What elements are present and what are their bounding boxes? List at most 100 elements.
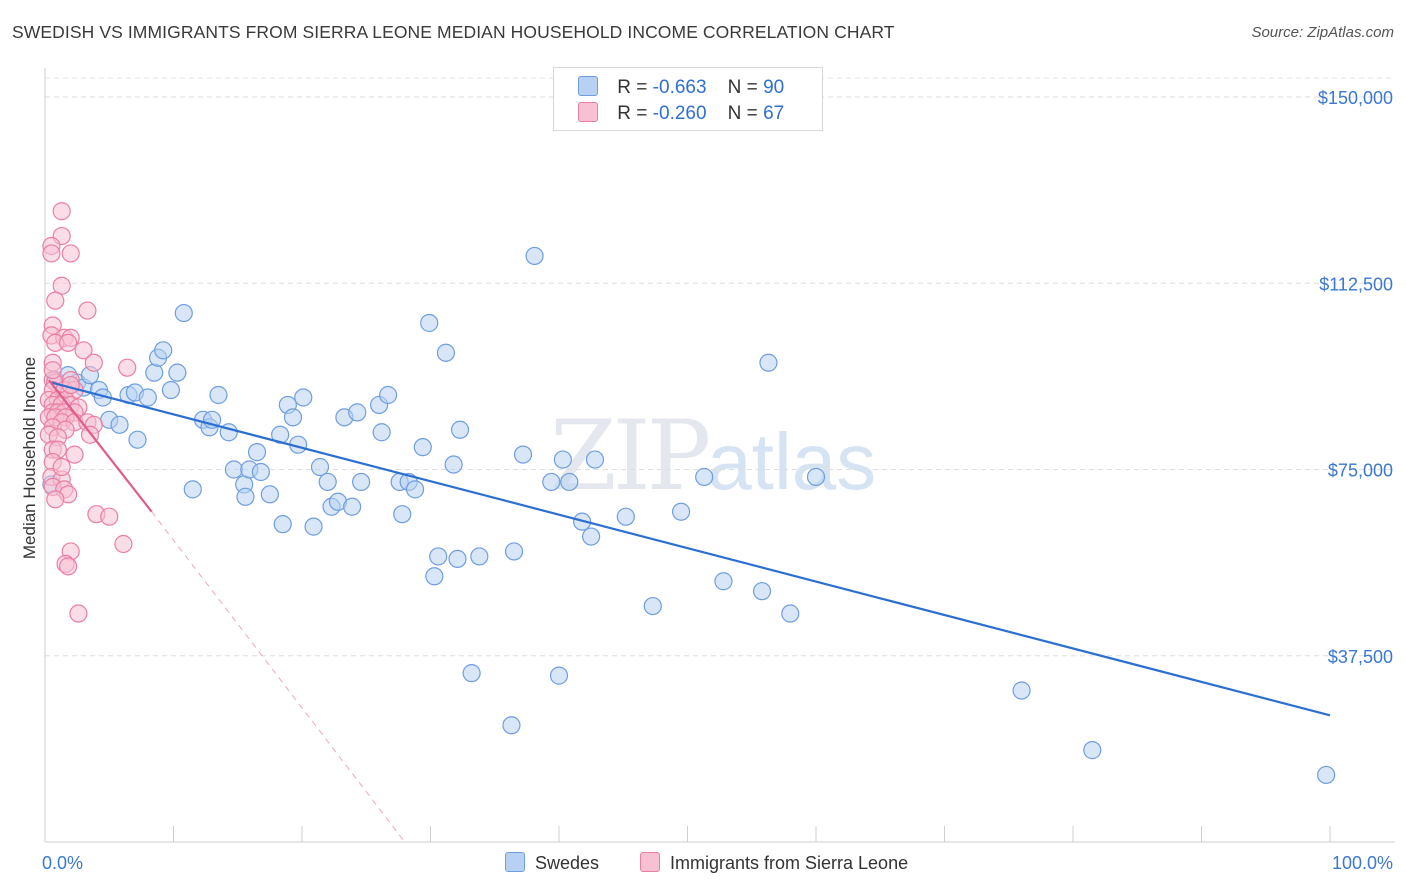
swedes-point [714,572,733,591]
swedes-point [582,527,601,546]
bottom-sierra-swatch [640,852,660,872]
swedes-point [1083,741,1102,760]
swedes-point [1012,681,1031,700]
sierra-point [46,291,65,310]
stats-legend: R = -0.663 N = 90 R = -0.260 N = 67 [553,67,823,131]
sierra-point [114,534,133,554]
swedes-point [348,403,367,422]
swedes-point [405,480,425,499]
sierra-n-value: 67 [763,103,785,124]
swedes-point [444,455,463,474]
sierra-point [52,457,71,477]
swedes-point [585,450,605,469]
swedes-swatch [578,76,598,96]
swedes-point [806,467,826,487]
y-tick-label: $75,000 [1328,461,1393,481]
sierra-point [52,202,71,221]
legend-row-swedes: R = -0.663 N = 90 [578,76,784,100]
sierra-point [65,445,84,464]
bottom-legend-swedes: Swedes [505,852,599,874]
swedes-n-value: 90 [763,77,785,98]
sierra-point [118,358,137,377]
swedes-point [352,472,371,492]
swedes-point [1317,765,1336,785]
sierra-trend-line [47,379,153,513]
swedes-point [429,547,448,566]
swedes-trend-line [51,381,1331,717]
bottom-legend-sierra: Immigrants from Sierra Leone [640,852,908,874]
swedes-point [378,385,398,405]
swedes-point [174,303,193,323]
swedes-point [224,460,243,479]
swedes-point [525,246,544,266]
swedes-point [549,666,569,685]
swedes-point [781,604,800,623]
sierra-trend-extension [151,511,406,843]
swedes-point [671,502,691,521]
swedes-point [110,415,129,434]
swedes-point [513,445,533,464]
watermark-atlas: atlas [707,417,877,506]
swedes-point [343,497,362,516]
y-tick-label: $150,000 [1318,88,1393,108]
swedes-point [145,363,164,382]
swedes-point [372,423,391,442]
x-tick-label-min: 0.0% [42,853,83,873]
swedes-n-label: N = [727,77,758,98]
sierra-point [59,557,78,576]
swedes-point [616,507,635,526]
sierra-point [69,604,88,623]
swedes-point [310,457,330,477]
sierra-point [59,333,78,352]
chart-title: SWEDISH VS IMMIGRANTS FROM SIERRA LEONE … [12,22,895,42]
swedes-r-label: R = [617,77,648,98]
legend-row-sierra: R = -0.260 N = 67 [578,102,784,126]
y-tick-label: $112,500 [1319,274,1393,294]
swedes-point [420,313,439,333]
sierra-point [100,507,119,526]
swedes-point [759,353,778,372]
watermark-zip: ZIP [550,400,711,512]
swedes-point [462,664,481,683]
swedes-point [553,450,572,469]
bottom-swedes-swatch [505,852,525,872]
swedes-point [542,472,561,492]
bottom-swedes-label: Swedes [535,853,600,873]
y-tick-label: $37,500 [1328,647,1393,667]
sierra-point [42,244,61,263]
swedes-point [695,467,714,487]
swedes-point [448,549,467,569]
swedes-point [251,462,270,482]
swedes-point [138,388,157,407]
swedes-point [154,341,173,360]
swedes-point [504,542,524,561]
sierra-swatch [578,102,598,122]
swedes-point [425,567,444,586]
swedes-point [752,582,772,601]
swedes-point [560,472,579,492]
sierra-n-label: N = [727,103,758,124]
bottom-sierra-label: Immigrants from Sierra Leone [670,853,909,873]
swedes-point [128,430,147,449]
swedes-point [161,380,181,400]
swedes-r-value: -0.663 [652,77,707,98]
swedes-point [643,596,662,616]
x-tick-label-max: 100.0% [1332,853,1393,873]
swedes-point [318,472,337,492]
swedes-point [450,420,470,439]
swedes-point [413,438,432,457]
y-axis-label: Median Household Income [20,356,39,560]
swedes-point [470,547,489,566]
swedes-point [436,343,456,362]
swedes-point [183,480,202,499]
swedes-point [260,485,279,504]
swedes-point [236,487,255,506]
swedes-point [294,388,313,407]
sierra-point [78,301,97,320]
watermark: ZIPatlas [550,400,876,512]
swedes-point [168,363,187,382]
sierra-r-label: R = [617,103,648,124]
swedes-point [393,505,412,524]
swedes-point [247,443,267,462]
